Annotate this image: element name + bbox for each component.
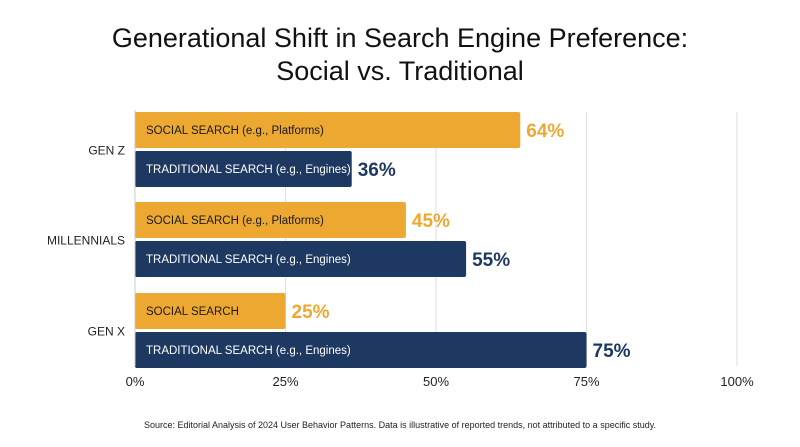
bar — [135, 151, 352, 187]
bar — [135, 241, 467, 277]
value-label: 25% — [292, 302, 330, 323]
category-label: GEN X — [88, 325, 125, 339]
value-label: 55% — [472, 250, 510, 271]
chart-title-line-2: Social vs. Traditional — [276, 56, 524, 86]
bar — [135, 202, 406, 238]
bar-label: TRADITIONAL SEARCH (e.g., Engines) — [146, 164, 351, 176]
chart-title: Generational Shift in Search Engine Pref… — [0, 22, 800, 88]
value-label: 45% — [412, 211, 450, 232]
bar — [135, 112, 521, 148]
x-tick-label: 100% — [720, 374, 754, 389]
chart-title-line-1: Generational Shift in Search Engine Pref… — [111, 23, 689, 53]
source-note: Source: Editorial Analysis of 2024 User … — [143, 420, 657, 430]
bar — [135, 293, 286, 329]
bar-label: SOCIAL SEARCH — [146, 306, 239, 318]
x-tick-label: 50% — [423, 374, 449, 389]
value-label: 75% — [593, 341, 631, 362]
bar-label: TRADITIONAL SEARCH (e.g., Engines) — [146, 254, 351, 266]
x-tick-label: 75% — [573, 374, 599, 389]
bar-label: SOCIAL SEARCH (e.g., Platforms) — [146, 125, 324, 137]
category-label: MILLENNIALS — [47, 234, 125, 248]
x-tick-label: 25% — [272, 374, 298, 389]
category-label: GEN Z — [88, 144, 125, 158]
x-tick-label: 0% — [126, 374, 145, 389]
bar-label: SOCIAL SEARCH (e.g., Platforms) — [146, 215, 324, 227]
bar — [135, 332, 587, 368]
value-label: 64% — [526, 121, 564, 142]
bar-label: TRADITIONAL SEARCH (e.g., Engines) — [146, 345, 351, 357]
value-label: 36% — [358, 160, 396, 181]
